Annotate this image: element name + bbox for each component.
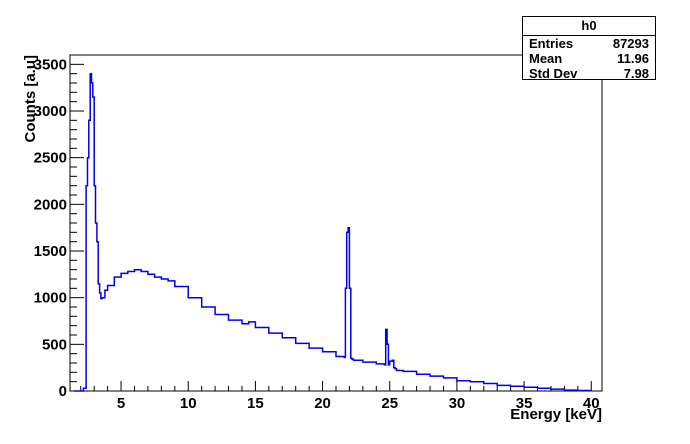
stats-row-entries: Entries 87293 [523, 36, 655, 51]
stats-value: 87293 [612, 36, 649, 51]
x-tick-label: 40 [583, 395, 600, 412]
stats-value: 11.96 [617, 51, 649, 66]
stats-label: Mean [529, 51, 563, 66]
x-axis: 5 10 15 20 25 30 35 40 [80, 381, 600, 412]
stats-value: 7.98 [623, 66, 649, 81]
stats-title: h0 [523, 17, 655, 36]
x-tick-label: 25 [381, 395, 398, 412]
stats-box: h0 Entries 87293 Mean 11.96 Std Dev 7.98 [522, 16, 656, 81]
plot-frame [69, 54, 603, 392]
x-axis-title: Energy [keV] [510, 406, 602, 423]
y-tick-label: 3500 [34, 56, 67, 73]
y-tick-label: 2000 [34, 196, 67, 213]
x-tick-label: 10 [180, 395, 197, 412]
stats-label: Entries [529, 36, 574, 51]
x-tick-label: 5 [117, 395, 125, 412]
y-tick-label: 3000 [34, 103, 67, 120]
x-tick-label: 15 [247, 395, 264, 412]
y-tick-label: 500 [42, 336, 67, 353]
y-axis: 0 500 1000 1500 2000 2500 3000 3500 [34, 54, 84, 400]
x-tick-label: 30 [449, 395, 466, 412]
y-axis-title: Counts [a.u] [22, 55, 39, 143]
histogram-line [74, 72, 593, 392]
y-tick-label: 1000 [34, 290, 67, 307]
x-tick-label: 35 [516, 395, 533, 412]
y-tick-label: 1500 [34, 243, 67, 260]
y-tick-label: 2500 [34, 150, 67, 167]
stats-row-mean: Mean 11.96 [523, 51, 655, 66]
stats-row-std-dev: Std Dev 7.98 [523, 66, 655, 81]
x-tick-label: 20 [314, 395, 331, 412]
y-tick-label: 0 [59, 383, 67, 400]
stats-label: Std Dev [529, 66, 578, 81]
